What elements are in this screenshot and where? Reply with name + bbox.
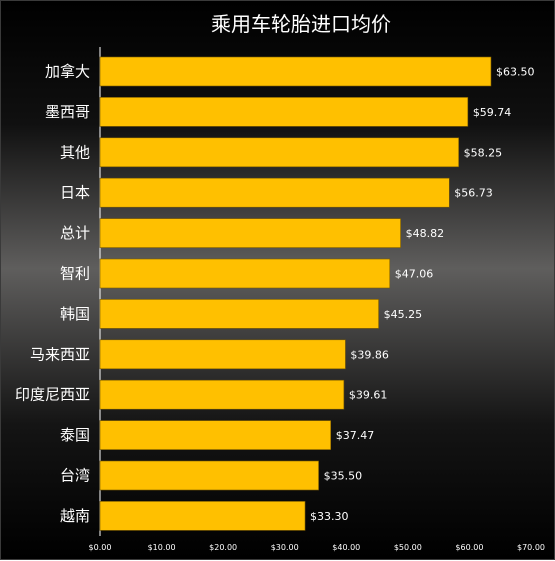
- category-label: 智利: [60, 265, 90, 283]
- data-label: $59.74: [473, 106, 512, 119]
- data-label: $39.86: [350, 348, 389, 361]
- x-tick-label: $0.00: [89, 543, 112, 552]
- x-tick-labels-group: $0.00 $10.00 $20.00 $30.00 $40.00 $50.00 $60.0…: [89, 543, 545, 552]
- data-label: $35.50: [324, 470, 363, 483]
- category-label: 印度尼西亚: [15, 386, 90, 404]
- data-label: $37.47: [336, 429, 375, 442]
- x-tick-label: $10.00: [148, 543, 176, 552]
- x-tick-label: $40.00: [332, 543, 360, 552]
- bar: [99, 339, 346, 370]
- bar: [99, 299, 379, 329]
- category-label: 越南: [60, 507, 90, 525]
- category-label: 韩国: [60, 305, 90, 323]
- data-label: $58.25: [464, 146, 503, 159]
- data-label: $33.30: [310, 510, 349, 523]
- bar: [99, 258, 391, 289]
- data-label: $48.82: [406, 227, 445, 240]
- category-label: 墨西哥: [45, 103, 90, 121]
- bar: [99, 460, 319, 491]
- bar: [99, 501, 306, 531]
- x-tick-label: $50.00: [394, 543, 422, 552]
- bar: [99, 379, 345, 410]
- x-tick-label: $60.00: [455, 543, 483, 552]
- category-label: 泰国: [60, 426, 90, 444]
- category-label: 台湾: [60, 467, 90, 485]
- data-label: $45.25: [384, 308, 423, 321]
- bars-group: [99, 56, 492, 531]
- x-tick-label: $20.00: [209, 543, 237, 552]
- category-label: 日本: [60, 184, 90, 202]
- data-label: $56.73: [454, 187, 493, 200]
- category-label: 马来西亚: [30, 345, 90, 363]
- chart-title: 乘用车轮胎进口均价: [211, 12, 391, 36]
- bar: [99, 56, 492, 87]
- x-tick-label: $30.00: [271, 543, 299, 552]
- bar: [99, 97, 469, 127]
- bar: [99, 420, 332, 450]
- bar: [99, 177, 450, 208]
- category-label: 加拿大: [45, 63, 90, 81]
- data-label: $63.50: [496, 66, 535, 79]
- x-tick-label: $70.00: [517, 543, 545, 552]
- bar: [99, 137, 459, 168]
- data-label: $47.06: [395, 268, 434, 281]
- category-label: 总计: [60, 224, 90, 242]
- bar: [99, 218, 401, 248]
- value-labels-group: $63.50 $59.74 $58.25 $56.73 $48.82 $47.06 $45.…: [310, 66, 534, 523]
- data-label: $39.61: [349, 389, 388, 402]
- category-label: 其他: [60, 143, 90, 161]
